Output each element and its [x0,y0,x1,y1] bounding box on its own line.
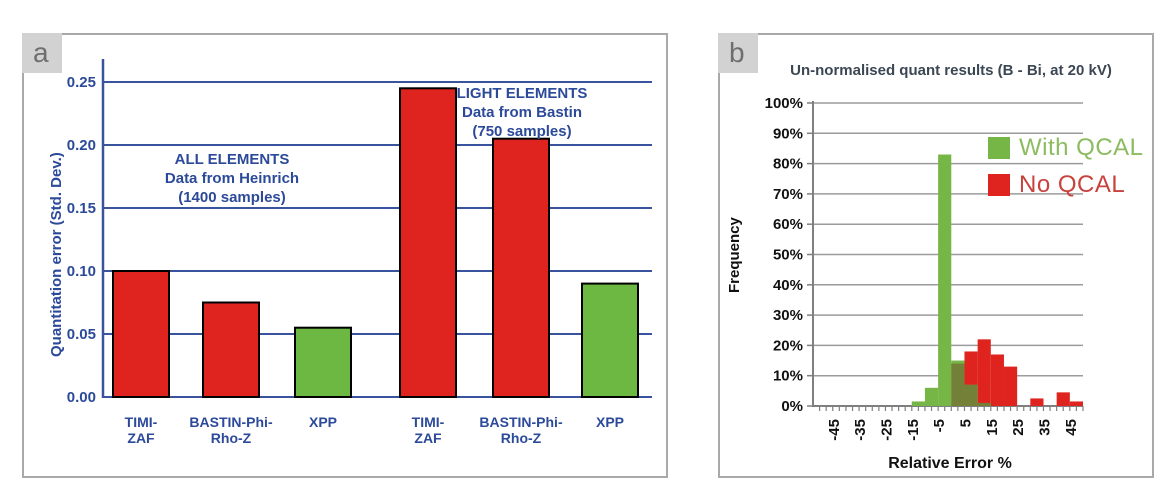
with-qcal-bar [938,154,952,406]
with-qcal-bar [924,387,939,406]
legend-label: With QCAL [1019,134,1144,161]
annotation-line: (750 samples) [472,123,572,140]
x-tick-label: 25 [1010,419,1027,436]
panel-a-label: a [22,33,62,73]
x-category-label: XPP [309,414,337,430]
panel-b-x-axis-title: Relative Error % [888,455,1012,472]
x-category-label: TIMI- [412,414,445,430]
panel-a: a 0.00 0.05 0.10 0.15 0.20 0.25 TIMI- ZAF BASTIN… [22,33,668,478]
x-tick-label: -35 [852,419,869,441]
legend-label: No QCAL [1019,171,1126,198]
x-category-label: BASTIN-Phi- [189,414,273,430]
no-qcal-bar [990,354,1004,406]
annotation-light-elements: LIGHT ELEMENTS Data from Bastin (750 sam… [422,84,622,141]
y-tick-label: 20% [773,337,803,354]
x-category-label: ZAF [127,430,155,446]
x-tick-label: -45 [826,419,843,441]
x-tick-label: 5 [957,419,974,427]
x-tick-label: 15 [984,419,1001,436]
x-tick-label: -5 [931,419,948,432]
x-category-label: Rho-Z [211,430,252,446]
bar [399,87,457,399]
overlap-bar [964,384,978,406]
no-qcal-swatch-icon [988,174,1010,196]
bar [492,137,550,398]
overlap-bar [977,402,991,406]
no-qcal-bar [1003,366,1018,406]
y-tick-label: 0.25 [67,74,96,91]
y-tick-label: 40% [773,277,803,294]
panel-b-y-axis-title: Frequency [726,217,743,293]
annotation-all-elements: ALL ELEMENTS Data from Heinrich (1400 sa… [132,150,332,207]
x-category-label: TIMI- [125,414,158,430]
no-qcal-bar [1056,392,1070,406]
x-category-label: ZAF [414,430,442,446]
y-tick-label: 50% [773,247,803,264]
annotation-line: ALL ELEMENTS [174,151,290,168]
y-tick-label: 100% [765,95,803,112]
overlap-bar [951,363,965,406]
no-qcal-bar [1069,401,1083,406]
panel-b: b 0% 10% 20% 30% 40% 50% 60% 70% 80% 90% 100% -45 -3… [718,33,1154,478]
y-tick-label: 0.00 [67,389,96,406]
x-tick-label: -25 [878,419,895,441]
bar [294,326,352,399]
y-tick-label: 0.05 [67,326,96,343]
y-tick-label: 0.15 [67,200,96,217]
relative-error-histogram: 0%10%20%30%40%50%60%70%80%90%100%-45 -35-… [765,95,1084,441]
panel-b-label: b [718,33,758,73]
quantitation-error-bar-chart: 0.000.050.100.150.200.25TIMI-ZAFBASTIN-P… [67,59,652,446]
bar [112,270,170,398]
y-tick-label: 90% [773,125,803,142]
no-qcal-bar [1030,398,1044,406]
legend-item-with-qcal: With QCAL [988,134,1144,162]
with-qcal-swatch-icon [988,137,1010,159]
x-tick-label: -15 [905,419,922,441]
legend: With QCAL No QCAL [988,134,1144,208]
x-category-label: XPP [596,414,624,430]
y-tick-label: 10% [773,368,803,385]
y-tick-label: 80% [773,156,803,173]
x-category-label: Rho-Z [501,430,542,446]
y-tick-label: 30% [773,307,803,324]
panel-a-y-axis-title: Quantitation error (Std. Dev.) [48,152,65,358]
y-tick-label: 0% [781,398,803,415]
y-tick-label: 0.20 [67,137,96,154]
annotation-line: Data from Bastin [461,104,583,121]
no-qcal-bar [977,339,991,406]
y-tick-label: 0.10 [67,263,96,280]
y-tick-label: 60% [773,216,803,233]
annotation-line: (1400 samples) [178,189,286,206]
chart-title: Un-normalised quant results (B - Bi, at … [790,62,1112,79]
bar [202,301,260,398]
x-tick-label: 45 [1063,419,1080,436]
annotation-line: LIGHT ELEMENTS [456,85,588,102]
legend-item-no-qcal: No QCAL [988,171,1144,199]
bar [581,282,639,399]
x-category-label: BASTIN-Phi- [479,414,563,430]
with-qcal-bar [911,401,925,406]
y-tick-label: 70% [773,186,803,203]
x-tick-label: 35 [1036,419,1053,436]
annotation-line: Data from Heinrich [164,170,300,187]
